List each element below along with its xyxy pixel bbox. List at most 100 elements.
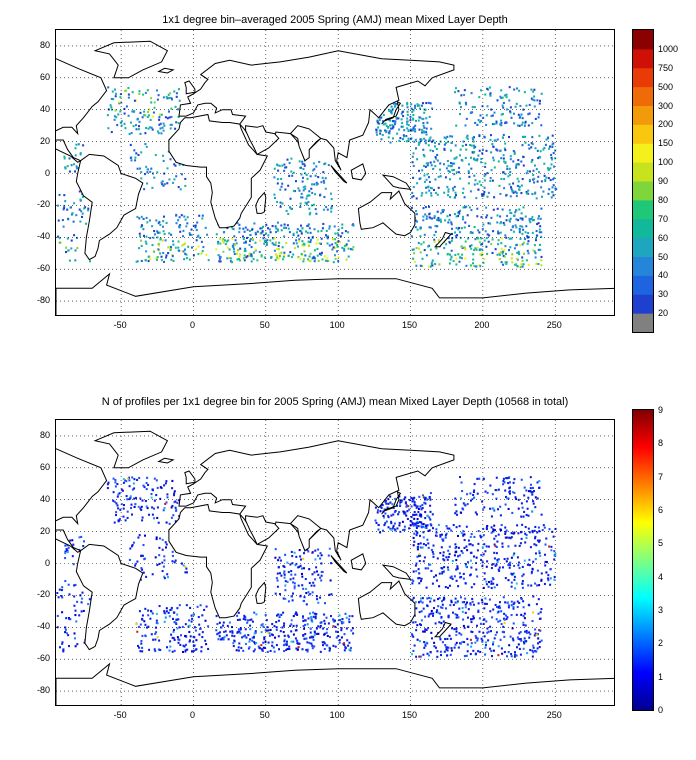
- bin-cell: [415, 264, 418, 267]
- bin-cell: [321, 176, 324, 179]
- bin-cell: [183, 242, 186, 245]
- bin-cell: [503, 160, 506, 163]
- bin-cell: [465, 143, 468, 146]
- bin-cell: [529, 476, 532, 479]
- bin-cell: [492, 582, 495, 585]
- bin-cell: [337, 240, 340, 243]
- bin-cell: [308, 642, 311, 645]
- bin-cell: [133, 478, 136, 481]
- bin-cell: [415, 210, 417, 213]
- bin-cell: [265, 629, 268, 632]
- bin-cell: [426, 164, 429, 167]
- bin-cell: [227, 638, 230, 641]
- bin-cell: [349, 646, 352, 649]
- bin-cell: [302, 616, 304, 619]
- bin-cell: [311, 235, 314, 238]
- bin-cell: [478, 149, 481, 152]
- bin-cell: [107, 86, 110, 89]
- bin-cell: [544, 553, 546, 556]
- bin-cell: [538, 231, 541, 234]
- bin-cell: [422, 560, 425, 563]
- bin-cell: [494, 529, 496, 532]
- bin-cell: [536, 569, 539, 572]
- bin-cell: [436, 153, 439, 156]
- bin-cell: [418, 247, 421, 250]
- bin-cell: [159, 486, 162, 489]
- coastline-eurasia: [178, 440, 455, 561]
- bin-cell: [83, 540, 85, 543]
- bin-cell: [465, 148, 468, 151]
- bin-cell: [446, 646, 449, 649]
- bin-cell: [314, 193, 317, 196]
- bin-cell: [138, 92, 141, 95]
- bin-cell: [483, 506, 486, 509]
- bin-cell: [341, 622, 344, 625]
- bin-cell: [501, 652, 504, 655]
- bin-cell: [507, 545, 510, 548]
- bin-cell: [323, 622, 326, 625]
- bin-cell: [429, 492, 432, 495]
- coastline-north-america: [56, 448, 108, 553]
- bin-cell: [473, 489, 476, 492]
- bin-cell: [406, 510, 409, 513]
- bin-cell: [544, 564, 547, 567]
- bin-cell: [413, 501, 416, 504]
- bin-cell: [424, 628, 427, 631]
- bin-cell: [447, 555, 450, 558]
- bin-cell: [455, 634, 458, 637]
- bin-cell: [307, 550, 310, 553]
- bin-cell: [239, 253, 242, 256]
- bin-cell: [200, 240, 203, 243]
- bin-cell: [410, 206, 413, 209]
- bin-cell: [460, 497, 463, 500]
- bin-cell: [439, 638, 442, 641]
- bin-cell: [203, 608, 206, 611]
- bin-cell: [476, 123, 479, 126]
- bin-cell: [244, 618, 247, 621]
- bin-cell: [303, 596, 306, 599]
- bin-cell: [536, 99, 539, 102]
- bin-cell: [509, 106, 512, 109]
- bin-cell: [492, 649, 495, 652]
- bin-cell: [181, 244, 184, 247]
- bin-cell: [458, 607, 461, 610]
- bin-cell: [410, 137, 413, 140]
- bin-cell: [463, 627, 466, 630]
- bin-cell: [430, 194, 433, 197]
- bin-cell: [78, 190, 81, 193]
- bin-cell: [464, 597, 467, 600]
- bin-cell: [120, 120, 123, 123]
- bin-cell: [458, 102, 461, 105]
- coastline-australia: [357, 190, 416, 237]
- bin-cell: [291, 555, 294, 558]
- bin-cell: [518, 124, 521, 127]
- bin-cell: [323, 633, 326, 636]
- bin-cell: [452, 260, 455, 263]
- bin-cell: [496, 558, 499, 561]
- bin-cell: [506, 165, 509, 168]
- bin-cell: [311, 647, 314, 650]
- bin-cell: [184, 248, 186, 251]
- bin-cell: [400, 125, 403, 128]
- bin-cell: [223, 635, 226, 638]
- bin-cell: [126, 477, 129, 480]
- bin-cell: [194, 629, 197, 632]
- bin-cell: [290, 170, 293, 173]
- bin-cell: [486, 105, 489, 108]
- bin-cell: [520, 515, 523, 518]
- bin-cell: [415, 534, 418, 537]
- bin-cell: [531, 143, 534, 146]
- bin-cell: [482, 553, 485, 556]
- bin-cell: [419, 542, 422, 545]
- bin-cell: [247, 647, 250, 650]
- bin-cell: [406, 123, 409, 126]
- bin-cell: [499, 619, 502, 622]
- bin-cell: [248, 619, 251, 622]
- colorbar-label: 20: [658, 308, 669, 319]
- bin-cell: [173, 561, 176, 564]
- bin-cell: [479, 248, 482, 251]
- bin-cell: [172, 181, 174, 184]
- bin-cell: [144, 143, 147, 146]
- bin-cell: [56, 626, 59, 629]
- bin-cell: [171, 560, 174, 563]
